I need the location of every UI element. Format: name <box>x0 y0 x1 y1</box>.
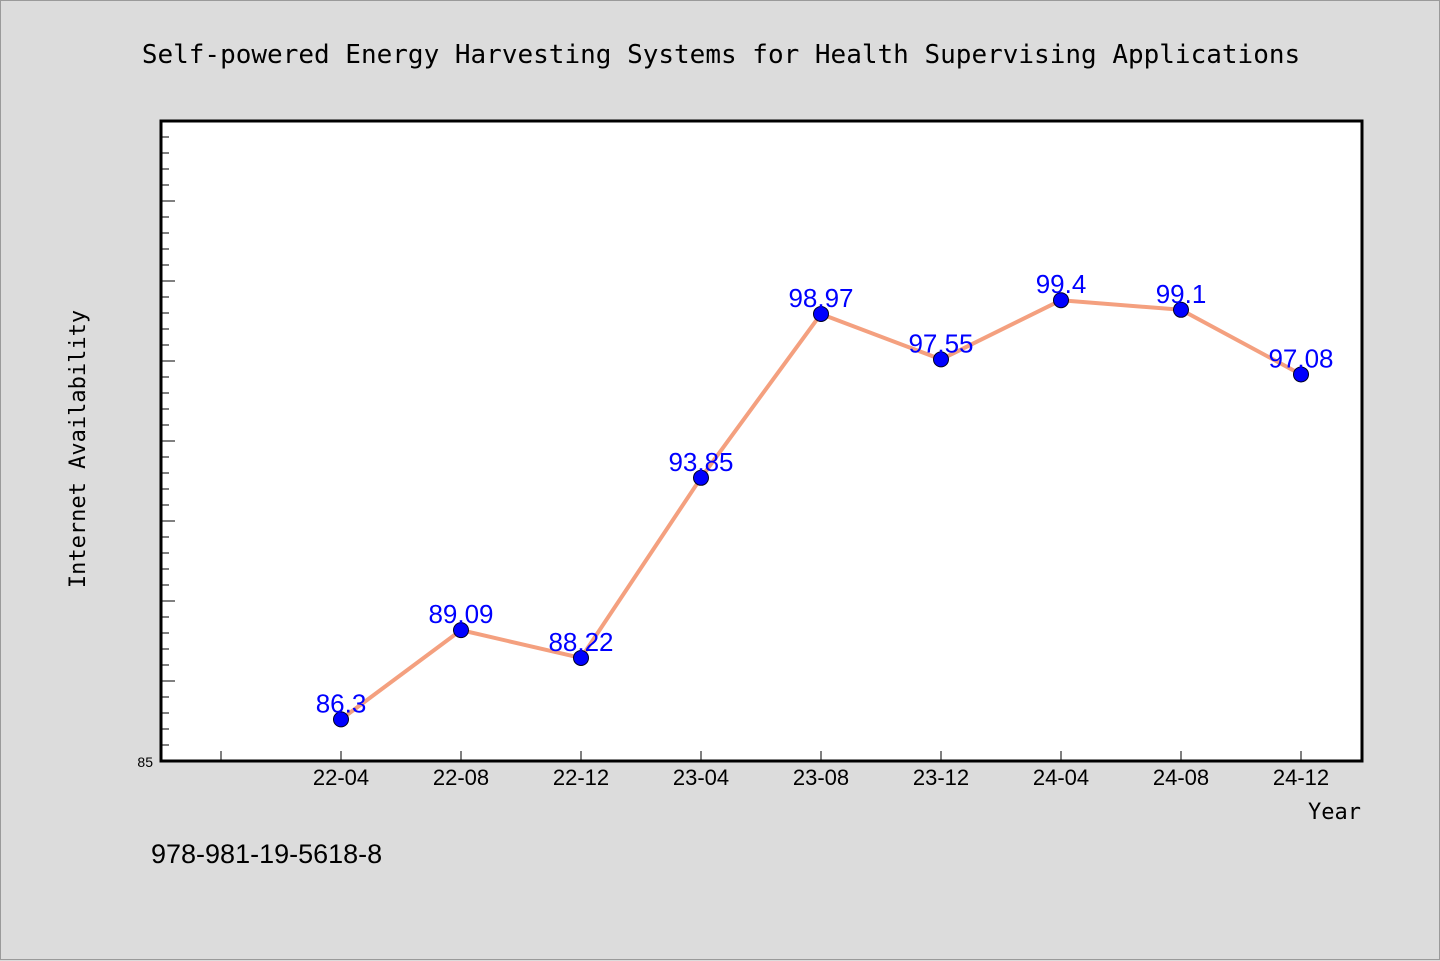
x-tick-label: 23-04 <box>673 765 729 790</box>
data-label: 88.22 <box>548 627 613 657</box>
x-tick-label: 24-12 <box>1273 765 1329 790</box>
x-tick-label: 23-08 <box>793 765 849 790</box>
x-axis-label: Year <box>1308 800 1361 825</box>
data-label: 86.3 <box>316 688 367 718</box>
data-point <box>453 622 469 639</box>
data-point <box>333 711 349 728</box>
data-point <box>1173 301 1189 318</box>
data-point <box>693 469 709 486</box>
data-label: 99.1 <box>1156 279 1207 309</box>
data-label: 97.08 <box>1268 343 1333 373</box>
data-point <box>933 351 949 368</box>
data-label: 89.09 <box>428 599 493 629</box>
data-point <box>1293 366 1309 383</box>
data-label: 99.4 <box>1036 269 1087 299</box>
x-tick-label: 22-04 <box>313 765 369 790</box>
data-point <box>813 305 829 322</box>
x-tick-label: 24-04 <box>1033 765 1089 790</box>
x-tick-label: 22-08 <box>433 765 489 790</box>
data-point <box>573 649 589 666</box>
data-label: 98.97 <box>788 283 853 313</box>
x-axis-ticks: 22-04 22-08 22-12 23-04 23-08 23-12 24-04 24-08… <box>220 751 1329 790</box>
x-tick-label: 22-12 <box>553 765 609 790</box>
x-tick-label: 24-08 <box>1153 765 1209 790</box>
y-axis-ticks: 85 <box>137 136 175 770</box>
data-label: 93.85 <box>668 447 733 477</box>
y-axis-label: Internet Availability <box>66 310 91 588</box>
footer-isbn: 978-981-19-5618-8 <box>151 839 382 869</box>
plot-area <box>159 119 1364 763</box>
data-label: 97.55 <box>908 328 973 358</box>
x-tick-label: 23-12 <box>913 765 969 790</box>
series-group: 86.3 89.09 88.22 93.85 98.97 97.55 99.4 99.1 97.… <box>316 269 1334 728</box>
chart-title: Self-powered Energy Harvesting Systems f… <box>142 40 1300 70</box>
data-point <box>1053 292 1069 309</box>
y-tick-label: 85 <box>137 754 153 770</box>
